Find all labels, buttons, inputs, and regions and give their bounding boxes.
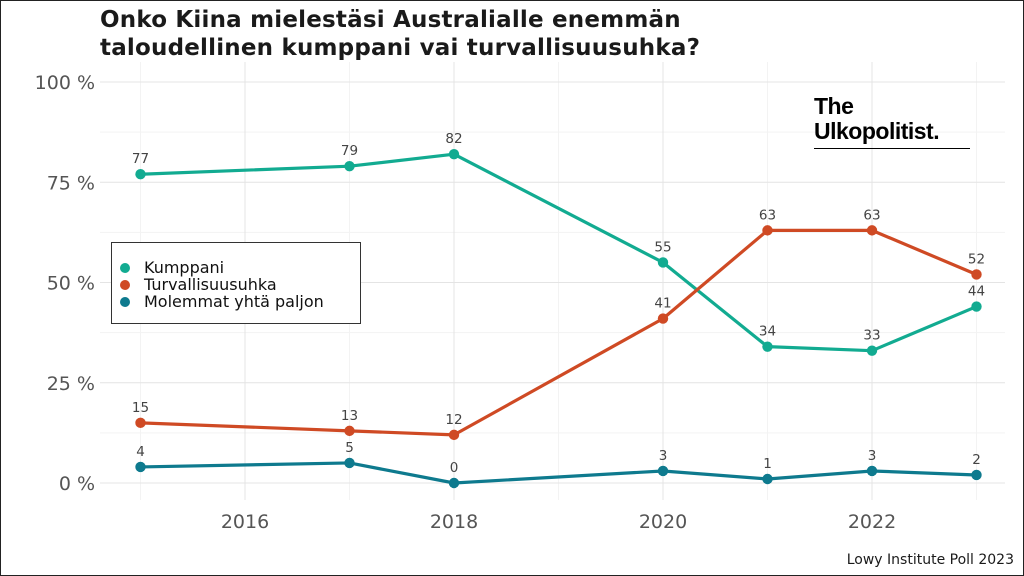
- data-label-series-2: 63: [759, 207, 776, 223]
- data-point-series-2: [448, 429, 460, 441]
- data-point-series-2: [762, 225, 773, 236]
- legend-marker: [120, 296, 130, 307]
- data-point-series-1: [135, 169, 146, 180]
- y-tick-label: 0 %: [59, 473, 95, 495]
- data-point-series-1: [448, 148, 460, 160]
- legend-marker: [120, 279, 130, 290]
- legend-label: Kumppani: [144, 258, 225, 277]
- data-label-series-3: 3: [659, 448, 668, 464]
- chart-title-line-1: Onko Kiina mielestäsi Australialle enemm…: [100, 7, 681, 33]
- x-tick-label: 2020: [639, 511, 687, 533]
- data-point-series-2: [657, 313, 669, 324]
- legend-label: Turvallisuusuhka: [144, 275, 277, 294]
- legend-item-1: Kumppani: [120, 258, 360, 277]
- data-point-series-1: [344, 161, 355, 172]
- source-caption: Lowy Institute Poll 2023: [846, 552, 1014, 568]
- legend-item-3: Molemmat yhtä paljon: [120, 292, 360, 311]
- data-label-series-2: 13: [341, 408, 358, 424]
- data-point-series-2: [866, 225, 878, 236]
- data-label-series-2: 41: [654, 296, 671, 312]
- data-point-series-3: [135, 461, 146, 473]
- data-point-series-3: [971, 469, 982, 481]
- data-point-series-1: [762, 341, 773, 352]
- data-point-series-3: [762, 473, 773, 485]
- data-point-series-1: [657, 257, 669, 268]
- data-label-series-3: 4: [136, 444, 145, 460]
- y-tick-label: 25 %: [47, 373, 95, 395]
- legend-label: Molemmat yhtä paljon: [144, 292, 324, 311]
- chart-title-line-2: taloudellinen kumppani vai turvallisuusu…: [100, 35, 701, 61]
- legend-item-2: Turvallisuusuhka: [120, 275, 360, 294]
- chart-title: Onko Kiina mielestäsi Australialle enemm…: [100, 6, 780, 62]
- logo-line-1: The: [814, 93, 854, 119]
- x-tick-label: 2018: [430, 511, 478, 533]
- data-label-series-3: 0: [450, 460, 459, 476]
- x-tick-label: 2016: [221, 511, 269, 533]
- data-point-series-1: [866, 345, 878, 356]
- logo-underline: [814, 148, 970, 149]
- y-tick-label: 75 %: [47, 172, 95, 194]
- data-label-series-1: 34: [759, 324, 776, 340]
- data-point-series-3: [448, 477, 460, 489]
- data-label-series-1: 79: [341, 143, 358, 159]
- data-point-series-3: [657, 465, 669, 477]
- data-point-series-3: [866, 465, 878, 477]
- logo-line-2: Ulkopolitist.: [814, 118, 940, 144]
- data-label-series-3: 5: [345, 440, 354, 456]
- data-point-series-1: [971, 301, 982, 312]
- chart-legend: Kumppani Turvallisuusuhka Molemmat yhtä pa…: [111, 242, 361, 324]
- data-point-series-3: [344, 457, 355, 469]
- legend-marker: [120, 262, 130, 273]
- ulkopolitist-logo: The Ulkopolitist.: [814, 94, 970, 149]
- data-label-series-1: 82: [445, 131, 462, 147]
- data-label-series-1: 77: [132, 151, 149, 167]
- data-label-series-3: 2: [972, 452, 981, 468]
- data-label-series-2: 52: [968, 251, 985, 267]
- data-label-series-3: 3: [868, 448, 877, 464]
- x-tick-label: 2022: [848, 511, 896, 533]
- data-point-series-2: [971, 269, 982, 280]
- data-label-series-1: 33: [863, 328, 880, 344]
- data-label-series-2: 12: [445, 412, 462, 428]
- y-tick-label: 50 %: [47, 273, 95, 295]
- data-label-series-1: 55: [654, 239, 671, 255]
- data-label-series-2: 63: [863, 207, 880, 223]
- data-label-series-1: 44: [968, 284, 985, 300]
- data-point-series-2: [135, 417, 146, 429]
- data-point-series-2: [344, 425, 355, 437]
- y-tick-label: 100 %: [35, 72, 95, 94]
- data-label-series-3: 1: [763, 456, 772, 472]
- data-label-series-2: 15: [132, 400, 149, 416]
